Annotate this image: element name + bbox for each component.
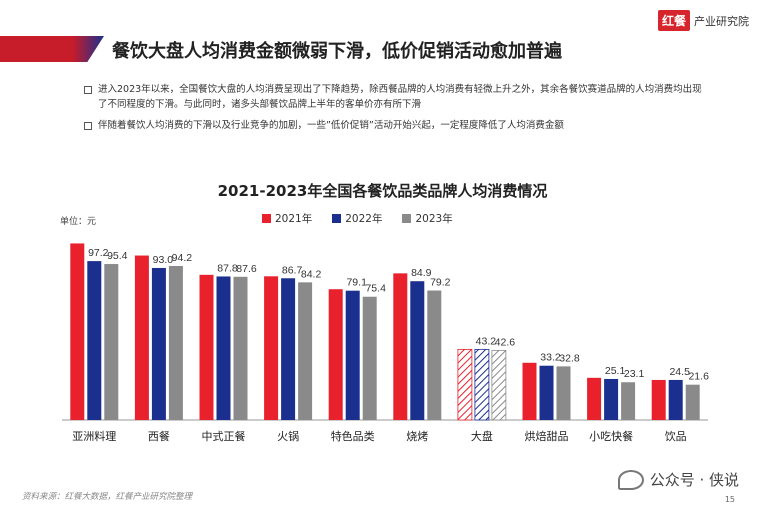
chart-title: 2021-2023年全国各餐饮品类品牌人均消费情况 [217, 182, 548, 200]
data-label: 42.6 [495, 336, 516, 348]
data-label: 24.5 [669, 366, 690, 378]
brand-watermark: 公众号 · 侠说 [617, 469, 739, 490]
legend-label: 2022年 [345, 213, 383, 225]
bar-2021年-中式正餐 [199, 274, 214, 420]
bar-2022年-中式正餐 [216, 276, 231, 420]
bar-2022年-西餐 [151, 267, 166, 420]
x-tick-label: 中式正餐 [202, 429, 246, 443]
bar-2023年-中式正餐 [233, 276, 248, 420]
brand-text: 公众号 · 侠说 [649, 471, 739, 489]
data-label: 87.8 [217, 262, 238, 274]
data-label: 32.8 [559, 352, 580, 364]
logo-mark: 红餐 [657, 10, 690, 31]
data-label: 97.2 [88, 247, 109, 259]
square-bullet-icon [84, 86, 92, 94]
x-tick-label: 饮品 [665, 430, 687, 443]
bar-2021年-亚洲料理 [70, 243, 85, 420]
legend-swatch [332, 214, 342, 223]
bar-2023年-饮品 [685, 384, 700, 420]
bar-2021年-火锅 [264, 276, 279, 420]
bar-2023年-火锅 [298, 282, 313, 420]
legend-item-2023: 2023年 [402, 211, 453, 226]
bar-2023年-亚洲料理 [104, 264, 119, 420]
bar-2021年-西餐 [134, 255, 149, 420]
data-label: 87.6 [236, 263, 257, 275]
data-label: 84.2 [301, 268, 322, 280]
bullet-text: 进入2023年以来，全国餐饮大盘的人均消费呈现出了下降趋势，除西餐品牌的人均消费… [98, 84, 702, 110]
bar-2022年-烘焙甜品 [539, 365, 554, 420]
data-label: 86.7 [282, 264, 303, 276]
unit-label: 单位：元 [60, 217, 97, 227]
bullet-list: 进入2023年以来，全国餐饮大盘的人均消费呈现出了下降趋势，除西餐品牌的人均消费… [84, 82, 704, 139]
bullet-item: 伴随着餐饮人均消费的下滑以及行业竞争的加剧，一些”低价促销”活动开始兴起，一定程… [84, 118, 704, 133]
bar-2023年-大盘 [491, 349, 507, 421]
data-label: 79.2 [430, 277, 451, 289]
data-label: 84.9 [411, 267, 432, 279]
legend-label: 2021年 [275, 213, 313, 225]
data-label: 23.1 [624, 368, 645, 380]
bar-2023年-烘焙甜品 [556, 366, 571, 420]
bar-2023年-西餐 [168, 266, 183, 420]
x-tick-label: 小吃快餐 [589, 429, 633, 443]
page-number: 15 [724, 495, 735, 504]
logo-text: 产业研究院 [694, 14, 749, 28]
bar-2022年-小吃快餐 [604, 378, 619, 420]
legend-swatch [402, 214, 412, 223]
square-bullet-icon [84, 122, 92, 130]
bar-2023年-特色品类 [362, 296, 377, 420]
bar-2022年-火锅 [281, 278, 296, 420]
source-note: 资料来源：红餐大数据，红餐产业研究院整理 [22, 492, 193, 502]
bar-2023年-烧烤 [427, 290, 442, 420]
legend-swatch [262, 214, 271, 223]
bar-2021年-大盘 [457, 348, 473, 421]
data-label: 79.1 [346, 277, 367, 289]
page-title: 餐饮大盘人均消费金额微弱下滑，低价促销活动愈加普遍 [112, 41, 562, 62]
logo: 红餐 产业研究院 [657, 10, 749, 31]
x-tick-label: 亚洲料理 [72, 429, 116, 443]
bar-2022年-饮品 [668, 379, 683, 420]
legend-item-2022: 2022年 [332, 211, 382, 226]
data-label: 93.0 [153, 254, 174, 266]
bar-2022年-特色品类 [345, 290, 360, 420]
bar-2022年-烧烤 [410, 281, 425, 420]
data-label: 25.1 [605, 365, 626, 377]
bar-2021年-小吃快餐 [587, 377, 602, 420]
x-tick-label: 西餐 [148, 429, 170, 443]
bar-2023年-小吃快餐 [621, 382, 636, 420]
title-accent-bar [0, 36, 104, 62]
data-label: 43.2 [476, 335, 497, 347]
x-tick-label: 烘焙甜品 [525, 429, 569, 443]
bullet-text: 伴随着餐饮人均消费的下滑以及行业竞争的加剧，一些”低价促销”活动开始兴起，一定程… [98, 120, 564, 131]
bar-2021年-烧烤 [393, 273, 408, 420]
bar-2021年-特色品类 [328, 289, 343, 420]
bar-2022年-亚洲料理 [87, 261, 102, 420]
x-tick-label: 大盘 [471, 429, 493, 443]
wechat-icon [617, 469, 644, 490]
legend-item-2021: 2021年 [262, 211, 312, 226]
bullet-item: 进入2023年以来，全国餐饮大盘的人均消费呈现出了下降趋势，除西餐品牌的人均消费… [84, 82, 704, 112]
data-label: 95.4 [107, 250, 128, 262]
bar-2021年-饮品 [651, 379, 666, 420]
data-label: 21.6 [688, 371, 709, 383]
data-label: 33.2 [540, 352, 561, 364]
data-label: 94.2 [172, 252, 193, 264]
bar-2022年-大盘 [474, 348, 490, 421]
bar-2021年-烘焙甜品 [522, 362, 537, 420]
legend-label: 2023年 [415, 213, 453, 225]
data-label: 75.4 [365, 283, 386, 295]
x-tick-label: 烧烤 [406, 429, 428, 443]
chart-legend: 2021年 2022年 2023年 [262, 211, 453, 226]
x-tick-label: 特色品类 [331, 429, 375, 443]
x-tick-label: 火锅 [277, 430, 299, 443]
